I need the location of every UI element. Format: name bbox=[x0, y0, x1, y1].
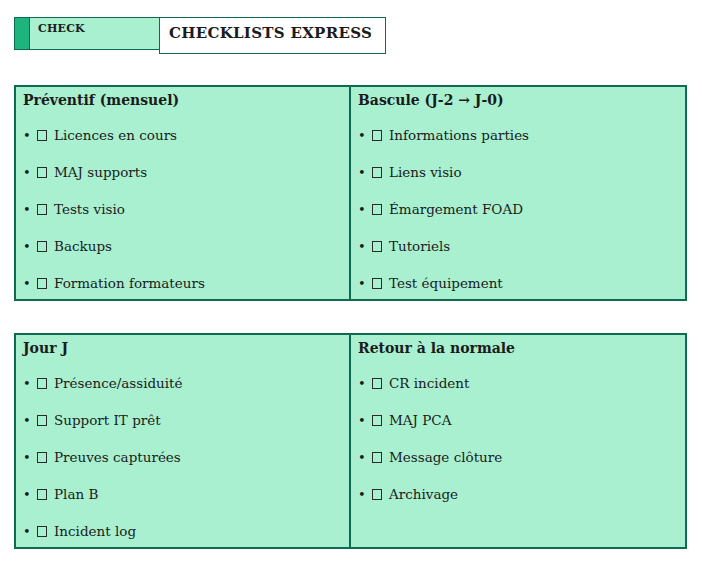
checklist-item-label: Message clôture bbox=[389, 449, 502, 465]
checklist-item-label: Licences en cours bbox=[54, 127, 177, 143]
bullet-icon: • bbox=[23, 410, 33, 432]
page-title: CHECKLISTS EXPRESS bbox=[159, 17, 386, 54]
bullet-icon: • bbox=[23, 373, 33, 395]
checklist-item-label: CR incident bbox=[389, 375, 469, 391]
checklist-items: • Licences en cours • MAJ supports • Tests vi… bbox=[23, 124, 341, 295]
checklist-item: • Émargement FOAD bbox=[358, 198, 677, 221]
checklist-item-label: Incident log bbox=[54, 523, 136, 539]
checkbox-icon bbox=[37, 526, 47, 537]
checklist-item-label: Émargement FOAD bbox=[389, 201, 523, 217]
checklist-item: • Incident log bbox=[23, 520, 341, 543]
checklist-item: • MAJ supports bbox=[23, 161, 341, 184]
checklist-item: • Preuves capturées bbox=[23, 446, 341, 469]
checklist-item-label: Tutoriels bbox=[389, 238, 450, 254]
bullet-icon: • bbox=[23, 521, 33, 543]
checkbox-icon bbox=[372, 378, 382, 389]
checklist-item: • Backups bbox=[23, 235, 341, 258]
bullet-icon: • bbox=[23, 125, 33, 147]
section-retour: Retour à la normale • CR incident • MAJ PCA… bbox=[351, 335, 685, 547]
checklist-item-label: MAJ supports bbox=[54, 164, 147, 180]
checkbox-icon bbox=[37, 415, 47, 426]
checklist-item: • Test équipement bbox=[358, 272, 677, 295]
checkbox-icon bbox=[37, 489, 47, 500]
checklist-item-label: Support IT prêt bbox=[54, 412, 161, 428]
bullet-icon: • bbox=[23, 199, 33, 221]
checklist-item-label: Backups bbox=[54, 238, 112, 254]
checkbox-icon bbox=[372, 130, 382, 141]
checklist-item-label: Présence/assiduité bbox=[54, 375, 183, 391]
checkbox-icon bbox=[372, 241, 382, 252]
checklist-item: • Licences en cours bbox=[23, 124, 341, 147]
checklist-item-label: Test équipement bbox=[389, 275, 503, 291]
bullet-icon: • bbox=[23, 484, 33, 506]
checklist-item: • Support IT prêt bbox=[23, 409, 341, 432]
bullet-icon: • bbox=[358, 162, 368, 184]
brand-square bbox=[14, 17, 30, 50]
checklist-item-label: Preuves capturées bbox=[54, 449, 181, 465]
checklist-item: • MAJ PCA bbox=[358, 409, 677, 432]
checklist-item-label: MAJ PCA bbox=[389, 412, 451, 428]
bullet-icon: • bbox=[23, 447, 33, 469]
bullet-icon: • bbox=[358, 410, 368, 432]
checkbox-icon bbox=[37, 241, 47, 252]
checklist-item: • Présence/assiduité bbox=[23, 372, 341, 395]
checkbox-icon bbox=[372, 278, 382, 289]
checklist-item: • Archivage bbox=[358, 483, 677, 506]
checkbox-icon bbox=[37, 452, 47, 463]
section-title: Bascule (J-2 → J-0) bbox=[358, 90, 677, 110]
section-title: Préventif (mensuel) bbox=[23, 90, 341, 110]
checklist-items: • Présence/assiduité • Support IT prêt • Preu… bbox=[23, 372, 341, 543]
section-title: Jour J bbox=[23, 338, 341, 358]
bullet-icon: • bbox=[358, 484, 368, 506]
checklist-item-label: Formation formateurs bbox=[54, 275, 205, 291]
bullet-icon: • bbox=[23, 162, 33, 184]
bullet-icon: • bbox=[358, 199, 368, 221]
checklist-item: • Informations parties bbox=[358, 124, 677, 147]
section-bascule: Bascule (J-2 → J-0) • Informations partie… bbox=[351, 87, 685, 299]
bullet-icon: • bbox=[358, 236, 368, 258]
bullet-icon: • bbox=[23, 273, 33, 295]
bullet-icon: • bbox=[358, 125, 368, 147]
section-title: Retour à la normale bbox=[358, 338, 677, 358]
checkbox-icon bbox=[37, 378, 47, 389]
document-page: CHECK CHECKLISTS EXPRESS Préventif (mens… bbox=[0, 0, 702, 567]
checklist-items: • Informations parties • Liens visio • Émarge… bbox=[358, 124, 677, 295]
checklist-item: • Liens visio bbox=[358, 161, 677, 184]
bullet-icon: • bbox=[358, 273, 368, 295]
checkbox-icon bbox=[372, 204, 382, 215]
checklist-grid-bottom: Jour J • Présence/assiduité • Support IT pr… bbox=[14, 333, 687, 549]
checkbox-icon bbox=[372, 167, 382, 178]
checklist-item: • Formation formateurs bbox=[23, 272, 341, 295]
bullet-icon: • bbox=[358, 447, 368, 469]
bullet-icon: • bbox=[23, 236, 33, 258]
checkbox-icon bbox=[372, 489, 382, 500]
checklist-items: • CR incident • MAJ PCA • Message clôture • Arc… bbox=[358, 372, 677, 506]
checkbox-icon bbox=[372, 452, 382, 463]
checkbox-icon bbox=[37, 204, 47, 215]
header-tag: CHECK bbox=[29, 17, 160, 50]
section-jour-j: Jour J • Présence/assiduité • Support IT pr… bbox=[16, 335, 351, 547]
checklist-item-label: Plan B bbox=[54, 486, 98, 502]
checklist-item: • Plan B bbox=[23, 483, 341, 506]
checkbox-icon bbox=[37, 278, 47, 289]
checklist-item-label: Tests visio bbox=[54, 201, 125, 217]
header-tag-label: CHECK bbox=[38, 22, 85, 35]
checklist-item-label: Liens visio bbox=[389, 164, 462, 180]
checklist-item-label: Archivage bbox=[389, 486, 458, 502]
checkbox-icon bbox=[37, 167, 47, 178]
checkbox-icon bbox=[372, 415, 382, 426]
checklist-item-label: Informations parties bbox=[389, 127, 529, 143]
checklist-item: • Tutoriels bbox=[358, 235, 677, 258]
bullet-icon: • bbox=[358, 373, 368, 395]
checklist-item: • Message clôture bbox=[358, 446, 677, 469]
section-preventif: Préventif (mensuel) • Licences en cours • M… bbox=[16, 87, 351, 299]
checklist-item: • CR incident bbox=[358, 372, 677, 395]
checklist-grid-top: Préventif (mensuel) • Licences en cours • M… bbox=[14, 85, 687, 301]
page-title-label: CHECKLISTS EXPRESS bbox=[169, 24, 372, 42]
checkbox-icon bbox=[37, 130, 47, 141]
checklist-item: • Tests visio bbox=[23, 198, 341, 221]
